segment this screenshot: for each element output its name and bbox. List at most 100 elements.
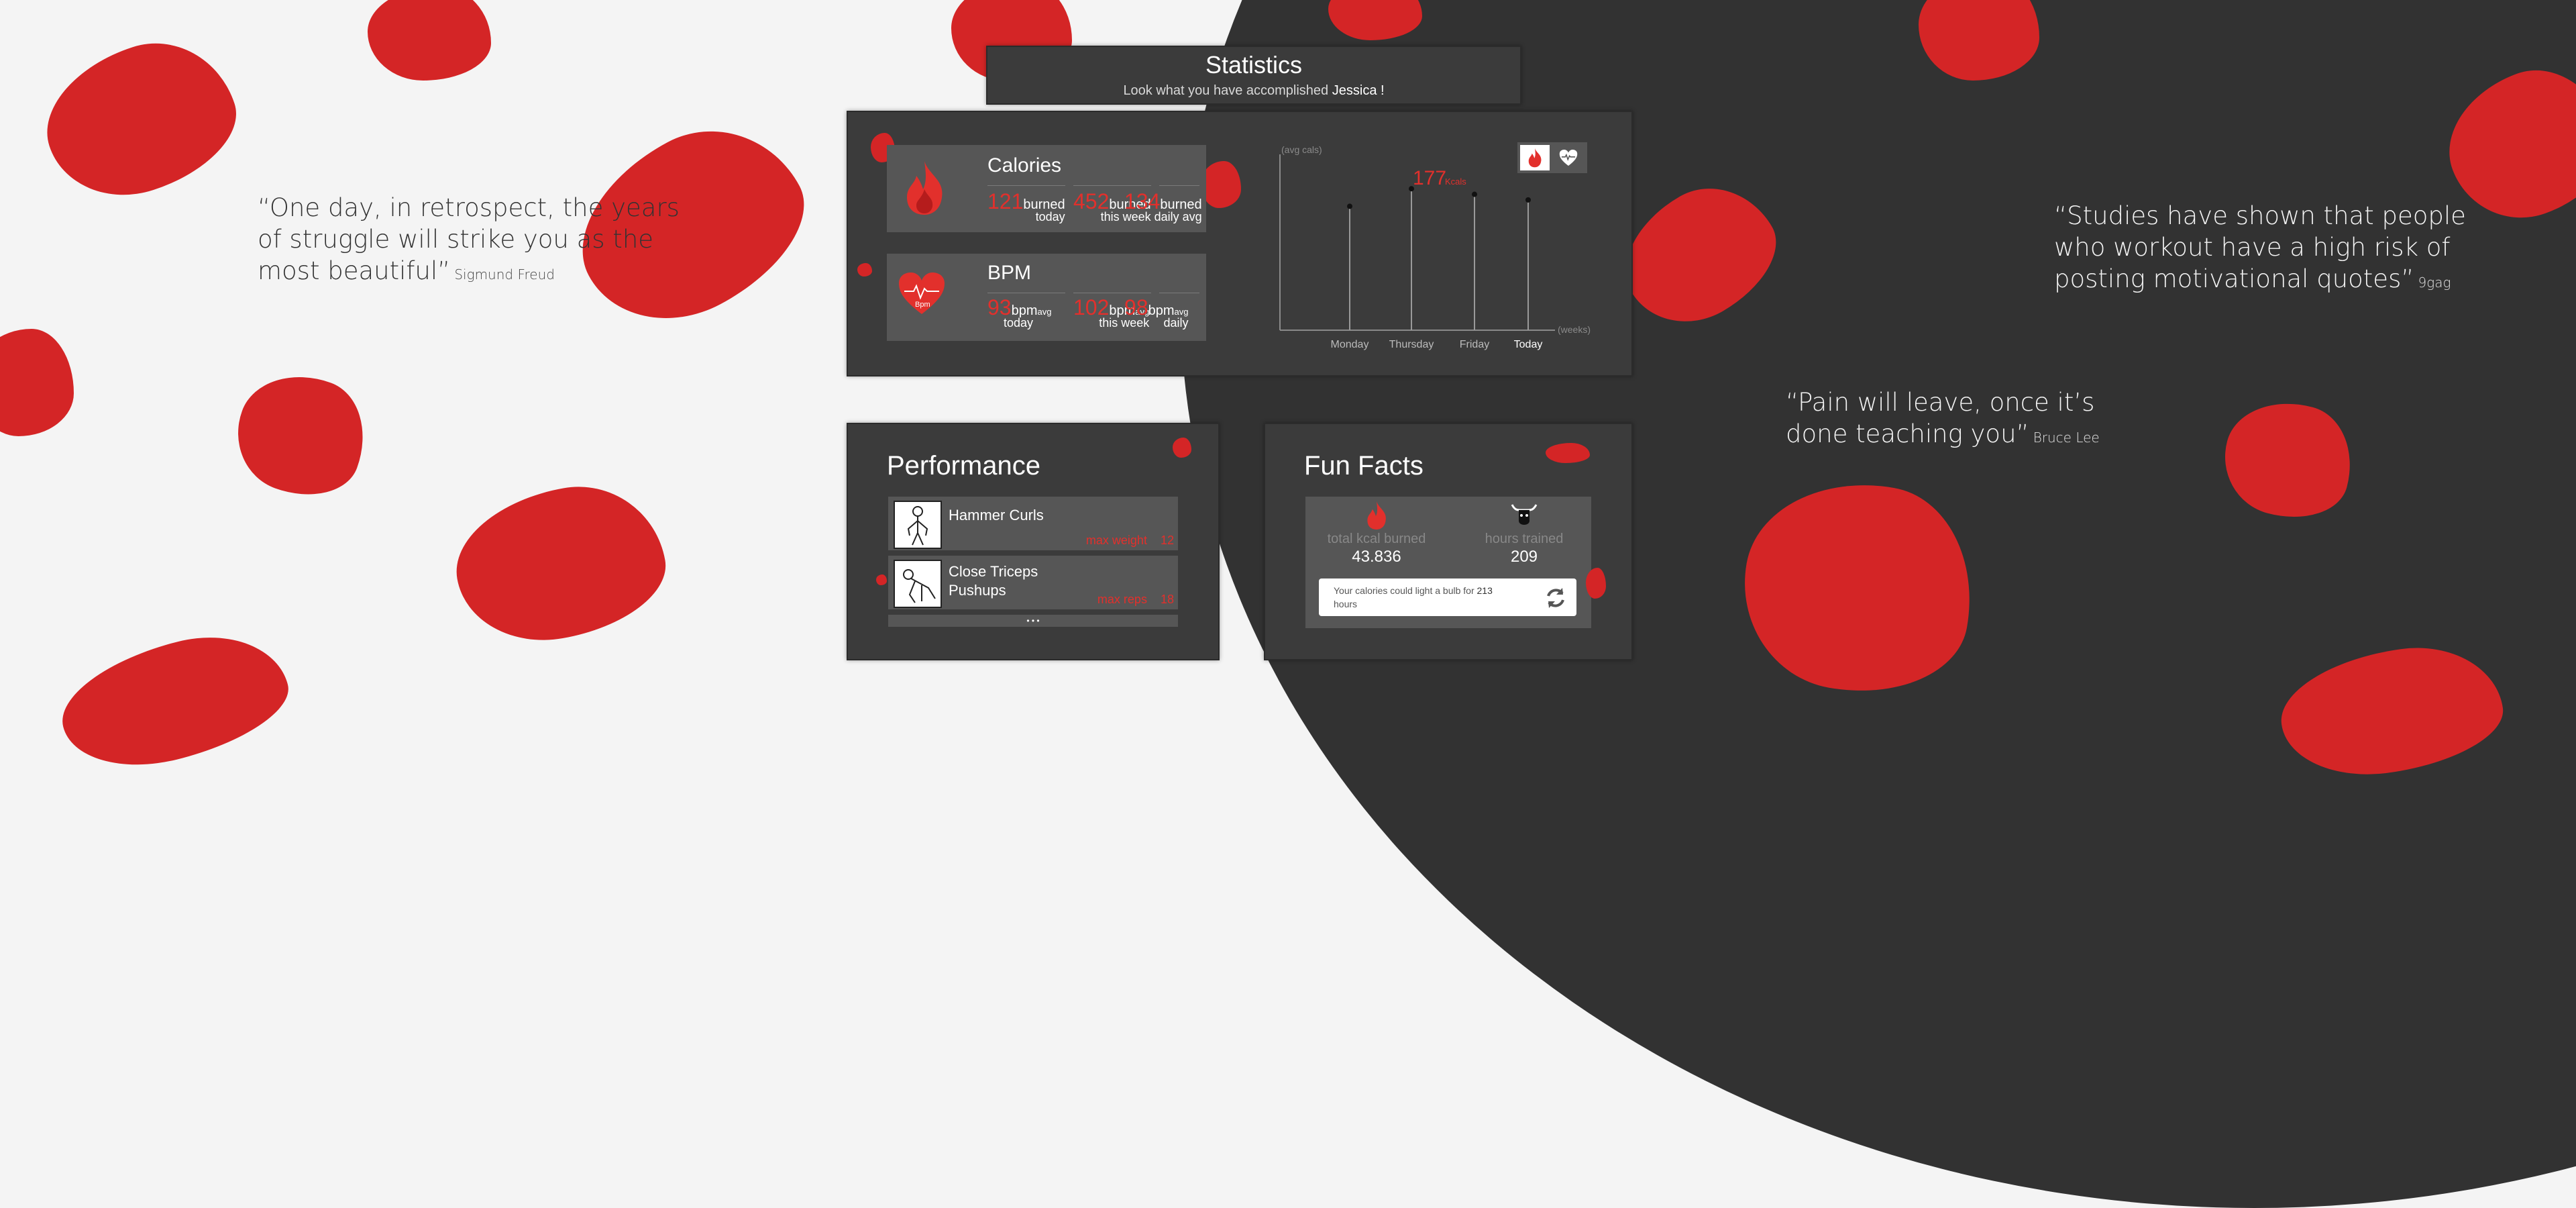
chart-highlight-value: 177 bbox=[1413, 167, 1446, 189]
red-blob bbox=[368, 0, 491, 81]
x-axis-label: (weeks) bbox=[1558, 324, 1591, 335]
red-blob bbox=[1586, 568, 1606, 599]
exercise-stat-value: 12 bbox=[1160, 534, 1174, 547]
red-blob bbox=[1173, 438, 1191, 458]
red-blob bbox=[857, 263, 872, 276]
chart-point bbox=[1347, 203, 1352, 209]
metric-value: 134 bbox=[1124, 189, 1161, 213]
y-axis-label: (avg cals) bbox=[1281, 144, 1322, 155]
exercise-figure-icon bbox=[907, 506, 928, 546]
heart-icon-label: Bpm bbox=[915, 301, 930, 309]
metric-value: 452 bbox=[1073, 189, 1110, 213]
exercise-figure-icon bbox=[903, 569, 936, 603]
quote-bruce-lee: “Pain will leave, once it’s done teachin… bbox=[1786, 387, 2161, 454]
metric-unit-sub: avg bbox=[1174, 307, 1189, 317]
metric-value: 93 bbox=[987, 295, 1012, 319]
metric-unit: bpm bbox=[1011, 303, 1038, 318]
calories-card[interactable]: Calories 121burned today 452burned this … bbox=[887, 145, 1206, 232]
quote-text: “Pain will leave, once it’s done teachin… bbox=[1786, 388, 2095, 448]
red-blob bbox=[1201, 161, 1241, 208]
exercise-image bbox=[894, 560, 942, 608]
divider bbox=[1073, 185, 1151, 186]
metric-sub: daily bbox=[1163, 316, 1189, 330]
quote-text: “Studies have shown that people who work… bbox=[2054, 201, 2466, 293]
exercise-item[interactable]: Hammer Curls max weight 12 bbox=[888, 497, 1178, 550]
bulb-value: 213 bbox=[1477, 585, 1493, 596]
x-tick-label: Today bbox=[1514, 339, 1543, 350]
calories-title: Calories bbox=[987, 154, 1062, 177]
kcal-label: total kcal burned bbox=[1327, 532, 1426, 546]
bpm-daily: 98bpmavg daily bbox=[1124, 295, 1188, 330]
metric-sub: daily avg bbox=[1154, 210, 1202, 223]
bpm-card[interactable]: Bpm BPM 93bpmavg today 102bpmavg this we… bbox=[887, 254, 1206, 341]
page-title: Statistics bbox=[1205, 51, 1303, 79]
metric-sub: today bbox=[1004, 316, 1034, 330]
red-blob bbox=[221, 357, 382, 513]
red-blob bbox=[0, 329, 74, 436]
metric-value: 102 bbox=[1073, 295, 1110, 319]
calories-week: 452burned this week bbox=[1073, 189, 1151, 224]
metric-unit: burned bbox=[1160, 197, 1202, 212]
divider bbox=[987, 185, 1065, 186]
statistics-header: Statistics Look what you have accomplish… bbox=[986, 46, 1521, 105]
quote-9gag: “Studies have shown that people who work… bbox=[2054, 200, 2470, 299]
show-more-button[interactable]: • • • bbox=[888, 615, 1178, 627]
exercise-item[interactable]: Close Triceps Pushups max reps 18 bbox=[888, 556, 1178, 609]
red-blob bbox=[1919, 0, 2039, 81]
metric-unit: bpm bbox=[1148, 303, 1175, 318]
chart-point bbox=[1472, 191, 1477, 197]
kcal-value: 43.836 bbox=[1352, 548, 1401, 566]
exercise-stat-value: 18 bbox=[1160, 593, 1174, 606]
flame-icon bbox=[1367, 501, 1386, 530]
performance-panel: Performance Hammer Curls max weight 12 C… bbox=[847, 423, 1220, 660]
exercise-stat-label: max reps bbox=[1097, 593, 1147, 606]
red-blob bbox=[876, 574, 887, 585]
calories-chart: (avg cals) (weeks) Monday Thursday 177 Kcals F… bbox=[1279, 144, 1595, 350]
hours-value: 209 bbox=[1510, 548, 1538, 566]
exercise-stat: max weight 12 bbox=[1086, 534, 1174, 548]
bpm-title: BPM bbox=[987, 262, 1032, 284]
subtitle-text: Look what you have accomplished bbox=[1123, 83, 1329, 98]
fun-facts-title: Fun Facts bbox=[1304, 451, 1424, 481]
metric-unit-sub: avg bbox=[1135, 307, 1150, 317]
bulb-prefix: Your calories could light a bulb for bbox=[1334, 585, 1474, 596]
metric-sub: today bbox=[1035, 210, 1065, 223]
calories-daily-avg: 134burned daily avg bbox=[1124, 189, 1202, 224]
metric-sub: this week bbox=[1100, 210, 1151, 223]
bulb-text: Your calories could light a bulb for 213… bbox=[1334, 584, 1515, 611]
quote-text: “One day, in retrospect, the years of st… bbox=[258, 193, 680, 285]
x-tick-label: Monday bbox=[1331, 339, 1369, 350]
chart-point bbox=[1525, 197, 1531, 203]
metric-unit: bpm bbox=[1109, 303, 1136, 318]
heart-icon bbox=[899, 272, 945, 314]
x-tick-label: Thursday bbox=[1389, 339, 1434, 350]
hours-label: hours trained bbox=[1485, 532, 1564, 546]
user-name: Jessica ! bbox=[1332, 83, 1385, 98]
bpm-today: 93bpmavg today bbox=[987, 295, 1051, 330]
chart-highlight-unit: Kcals bbox=[1445, 177, 1466, 187]
metric-unit: burned bbox=[1109, 197, 1151, 212]
divider bbox=[1159, 185, 1199, 186]
exercise-name: Close Triceps Pushups bbox=[949, 563, 1038, 599]
refresh-icon[interactable] bbox=[1544, 587, 1567, 609]
flame-icon bbox=[1528, 148, 1542, 168]
chart-toggle-bpm[interactable] bbox=[1554, 145, 1583, 170]
quote-freud: “One day, in retrospect, the years of st… bbox=[258, 192, 687, 291]
metric-value: 98 bbox=[1124, 295, 1148, 319]
x-tick-label: Friday bbox=[1460, 339, 1489, 350]
flame-icon bbox=[907, 161, 943, 215]
bull-icon bbox=[1511, 504, 1538, 525]
red-blob bbox=[445, 472, 676, 655]
bulb-fact: Your calories could light a bulb for 213… bbox=[1319, 578, 1576, 616]
quote-author: Bruce Lee bbox=[2033, 430, 2100, 446]
exercise-image bbox=[894, 501, 942, 549]
chart-toggle-calories[interactable] bbox=[1520, 145, 1550, 170]
chart-point bbox=[1409, 186, 1414, 192]
fun-facts-card: total kcal burned 43.836 hours trained 2… bbox=[1305, 497, 1591, 628]
metric-unit-sub: avg bbox=[1037, 307, 1052, 317]
red-blob bbox=[1546, 443, 1590, 463]
page-subtitle: Look what you have accomplished Jessica … bbox=[987, 83, 1520, 99]
performance-title: Performance bbox=[887, 451, 1040, 481]
chart-toggle bbox=[1517, 142, 1587, 173]
